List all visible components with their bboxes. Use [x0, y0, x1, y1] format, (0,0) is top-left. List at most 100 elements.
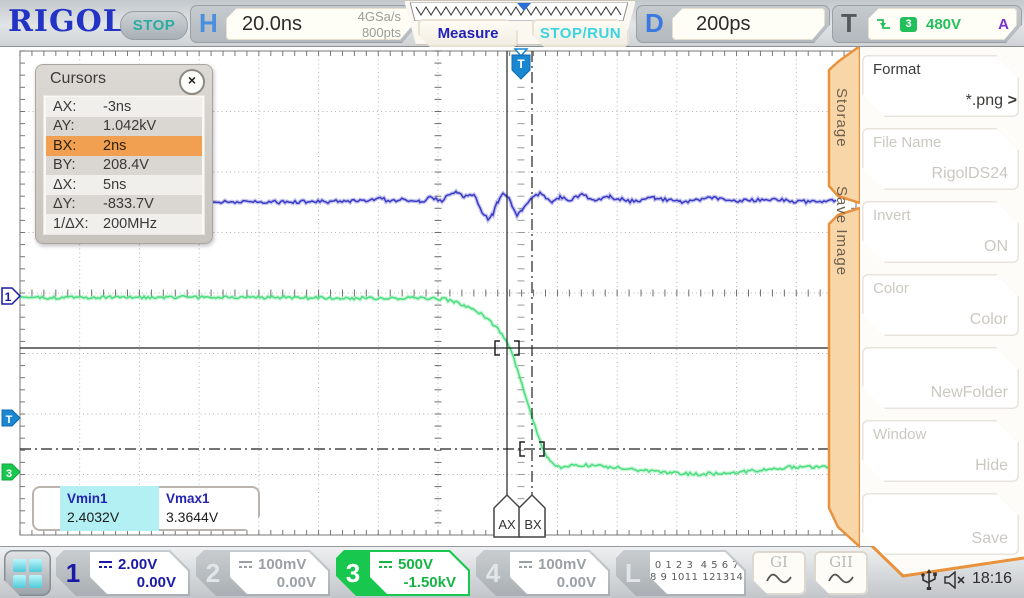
trigger-position-flag[interactable]	[511, 54, 531, 80]
memory-trigger-position-icon	[517, 3, 531, 11]
sample-rate-box: 4GSa/s 800pts	[358, 9, 401, 41]
sidebar-menu: Format *.png > File Name RigolDS24 Inver…	[858, 46, 1024, 546]
cursor-bx-flag[interactable]	[518, 493, 546, 538]
top-status-bar: RIGOL STOP H 20.0ns 4GSa/s 800pts Measur…	[0, 0, 1024, 47]
trigger-level-value: 480V	[926, 15, 962, 33]
trigger-mode: A	[998, 15, 1009, 33]
usb-icon	[921, 569, 937, 590]
corner-fold-icon	[996, 201, 1019, 224]
grid-square-icon	[13, 559, 26, 572]
measurement-vmin1[interactable]: Vmin1 2.4032V	[60, 486, 159, 531]
cursor-row-dy: ΔY: -833.7V	[46, 194, 202, 214]
measurement-vmax1[interactable]: Vmax1 3.3644V	[166, 491, 219, 525]
sample-rate: 4GSa/s	[357, 9, 401, 24]
ch1-level-marker[interactable]	[1, 287, 22, 305]
sidebar-tab-strip	[827, 46, 860, 548]
memory-waveform-icon	[415, 5, 622, 17]
cursor-a-intersection-bracket	[494, 340, 520, 356]
delay-value: 200ps	[696, 13, 751, 35]
cursor-row-bx-selected[interactable]: BX: 2ns	[46, 136, 202, 156]
tab-storage-label[interactable]: Storage	[833, 88, 850, 148]
grid-square-icon	[29, 575, 42, 588]
tab-save-image-label[interactable]: Save Image	[833, 186, 850, 277]
measurement-panel: Vmin1 2.4032V Vmax1 3.3644V	[32, 486, 260, 531]
channel-4-block[interactable]: 4 100mV 0.00V	[476, 550, 610, 596]
ch3-scale: 500V	[398, 556, 434, 573]
menu-grid-button[interactable]	[4, 550, 51, 596]
tab-save-image-shape[interactable]	[827, 206, 860, 548]
cursor-row-inv-dx: 1/ΔX: 200MHz	[46, 214, 202, 234]
ch3-offset: -1.50kV	[403, 574, 456, 591]
bottom-channel-bar: 1 2.00V 0.00V 2 100mV 0.00V 3	[0, 546, 1024, 598]
trigger-delay-block[interactable]: D 200ps	[636, 5, 830, 43]
timebase-value: 20.0ns	[242, 13, 303, 35]
logic-channels-row1: 0 1 2 3 4 5 6 7	[654, 560, 740, 571]
corner-fold-icon	[996, 420, 1019, 443]
grid-square-icon	[29, 559, 42, 572]
run-state-badge: STOP	[120, 11, 188, 40]
ch3-marker-label: 3	[6, 468, 12, 480]
waveform-memory-bar	[410, 2, 628, 21]
cursors-panel: Cursors × AX: -3ns AY: 1.042kV BX: 2ns BY: 2…	[35, 64, 213, 244]
ch1-trace	[212, 190, 837, 222]
ch3-level-marker[interactable]	[1, 463, 21, 481]
cursor-ax-flag-label: AX	[498, 517, 516, 532]
stop-run-button[interactable]: STOP/RUN	[532, 19, 629, 47]
cursor-row-ax: AX: -3ns	[46, 97, 202, 117]
menu-item-color[interactable]: Color Color	[862, 274, 1019, 336]
rigol-logo: RIGOL	[8, 4, 125, 39]
menu-item-file-name[interactable]: File Name RigolDS24	[862, 128, 1019, 190]
ch2-offset: 0.00V	[276, 574, 316, 591]
falling-edge-trigger-icon	[876, 17, 891, 31]
corner-fold-icon	[996, 347, 1019, 370]
menu-item-format[interactable]: Format *.png >	[862, 55, 1019, 117]
trigger-label: T	[841, 8, 857, 38]
trigger-flag-label: T	[517, 57, 525, 71]
generator-2-button[interactable]: GII	[814, 551, 868, 595]
ch1-offset: 0.00V	[136, 574, 176, 591]
menu-item-new-folder[interactable]: NewFolder	[862, 347, 1019, 409]
logic-analyzer-block[interactable]: L 0 1 2 3 4 5 6 7 8 9 1011 12131415	[616, 550, 746, 596]
tab-storage-shape[interactable]	[827, 46, 860, 205]
memory-depth: 800pts	[361, 25, 401, 40]
cursor-b-intersection-bracket	[519, 441, 545, 457]
channel-1-block[interactable]: 1 2.00V 0.00V	[56, 550, 190, 596]
waveform-traces	[19, 188, 838, 479]
channel-2-block[interactable]: 2 100mV 0.00V	[196, 550, 330, 596]
trigger-status-block[interactable]: T 3 480V A	[832, 5, 1022, 43]
cursor-ax-flag[interactable]	[493, 493, 521, 538]
ch3-trace	[19, 294, 837, 477]
delay-panel: 200ps	[672, 8, 825, 40]
close-icon[interactable]: ×	[179, 69, 205, 95]
trigger-marker-label: T	[6, 414, 13, 426]
grid-square-icon	[13, 575, 26, 588]
menu-item-save[interactable]: Save	[862, 493, 1019, 555]
speaker-muted-icon	[944, 571, 965, 589]
ch1-scale: 2.00V	[118, 556, 158, 573]
dc-coupling-icon	[238, 560, 253, 569]
trigger-source-badge: 3	[900, 17, 917, 32]
cursor-row-ay: AY: 1.042kV	[46, 116, 202, 136]
trigger-level-marker[interactable]	[1, 409, 21, 427]
logic-channels-row2: 8 9 1011 12131415	[650, 572, 758, 583]
generator-1-button[interactable]: GI	[752, 551, 806, 595]
corner-fold-icon	[996, 128, 1019, 151]
cursor-bx-flag-label: BX	[524, 517, 542, 532]
corner-fold-icon	[996, 493, 1019, 516]
sine-wave-icon	[827, 572, 855, 584]
sine-wave-icon	[765, 572, 793, 584]
cursors-readout-list: AX: -3ns AY: 1.042kV BX: 2ns BY: 208.4V ΔX: 5…	[43, 95, 205, 235]
horizontal-timebase-block[interactable]: H 20.0ns 4GSa/s 800pts	[190, 5, 418, 43]
ch4-offset: 0.00V	[556, 574, 596, 591]
menu-item-window[interactable]: Window Hide	[862, 420, 1019, 482]
ch1-marker-label: 1	[5, 290, 12, 304]
measure-button[interactable]: Measure	[418, 19, 518, 47]
menu-item-invert[interactable]: Invert ON	[862, 201, 1019, 263]
horizontal-label: H	[199, 8, 218, 38]
channel-3-block[interactable]: 3 500V -1.50kV	[336, 550, 470, 596]
cursors-panel-header: Cursors ×	[36, 65, 212, 95]
delay-label: D	[645, 8, 664, 38]
dc-coupling-icon	[378, 560, 393, 569]
corner-fold-icon	[996, 274, 1019, 297]
